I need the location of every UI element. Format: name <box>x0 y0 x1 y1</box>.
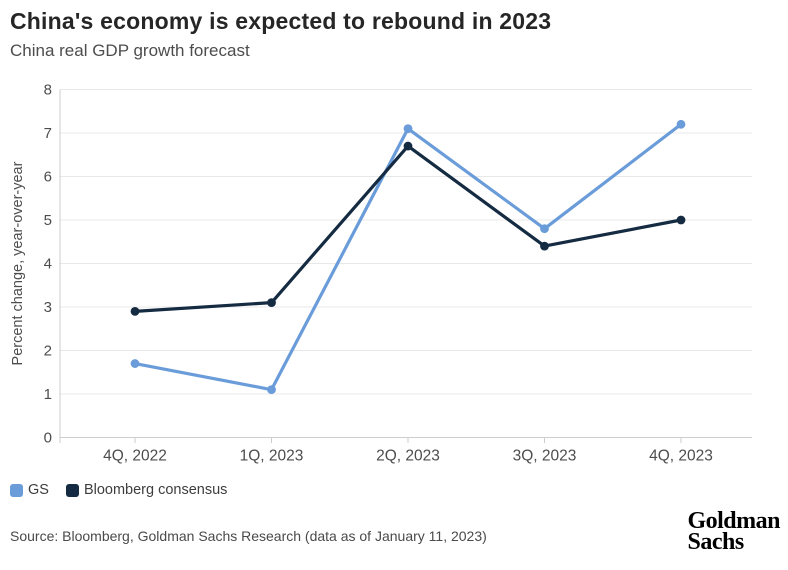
series-point-gs <box>540 224 549 234</box>
x-tick-label: 1Q, 2023 <box>240 448 304 465</box>
y-tick-label: 5 <box>44 212 52 229</box>
y-tick-label: 2 <box>44 343 52 360</box>
logo-line-2: Sachs <box>687 529 744 555</box>
series-point-bloomberg-consensus <box>403 141 413 151</box>
chart-subtitle: China real GDP growth forecast <box>10 41 250 60</box>
series-line-gs <box>133 122 683 392</box>
y-tick-label: 4 <box>44 256 52 273</box>
x-tick-label: 4Q, 2022 <box>103 448 167 465</box>
x-tick-label: 3Q, 2023 <box>513 448 577 465</box>
y-tick-label: 1 <box>44 386 52 403</box>
x-tick-label: 4Q, 2023 <box>649 448 713 465</box>
x-tick-label: 2Q, 2023 <box>376 448 440 465</box>
series-point-bloomberg-consensus <box>540 241 549 251</box>
series-line-bloomberg-consensus <box>133 144 683 313</box>
y-tick-label: 7 <box>44 125 52 142</box>
legend-swatch-bloomberg-consensus <box>65 483 79 497</box>
source-note: Source: Bloomberg, Goldman Sachs Researc… <box>10 528 487 544</box>
series-point-bloomberg-consensus <box>130 306 140 316</box>
series-point-gs <box>130 359 140 368</box>
chart-title: China's economy is expected to rebound i… <box>10 8 552 34</box>
legend: GS Bloomberg consensus <box>10 482 227 498</box>
y-tick-label: 0 <box>44 430 52 447</box>
y-tick-label: 8 <box>44 82 52 99</box>
goldman-sachs-logo: Goldman Sachs <box>687 508 780 555</box>
legend-label-bloomberg-consensus: Bloomberg consensus <box>83 482 228 498</box>
logo-line-1: Goldman <box>687 508 780 534</box>
y-axis-title: Percent change, year-over-year <box>10 161 26 365</box>
legend-item-gs: GS <box>10 482 49 498</box>
y-tick-label: 6 <box>44 169 52 186</box>
legend-label-gs: GS <box>28 482 49 498</box>
series-point-gs <box>676 119 686 129</box>
series-point-gs <box>267 385 276 395</box>
series-point-gs <box>403 124 413 134</box>
series-point-bloomberg-consensus <box>676 215 686 225</box>
legend-swatch-gs <box>10 483 23 497</box>
legend-item-bloomberg-consensus: Bloomberg consensus <box>65 482 228 498</box>
series-point-bloomberg-consensus <box>267 298 276 308</box>
y-tick-label: 3 <box>44 299 52 316</box>
